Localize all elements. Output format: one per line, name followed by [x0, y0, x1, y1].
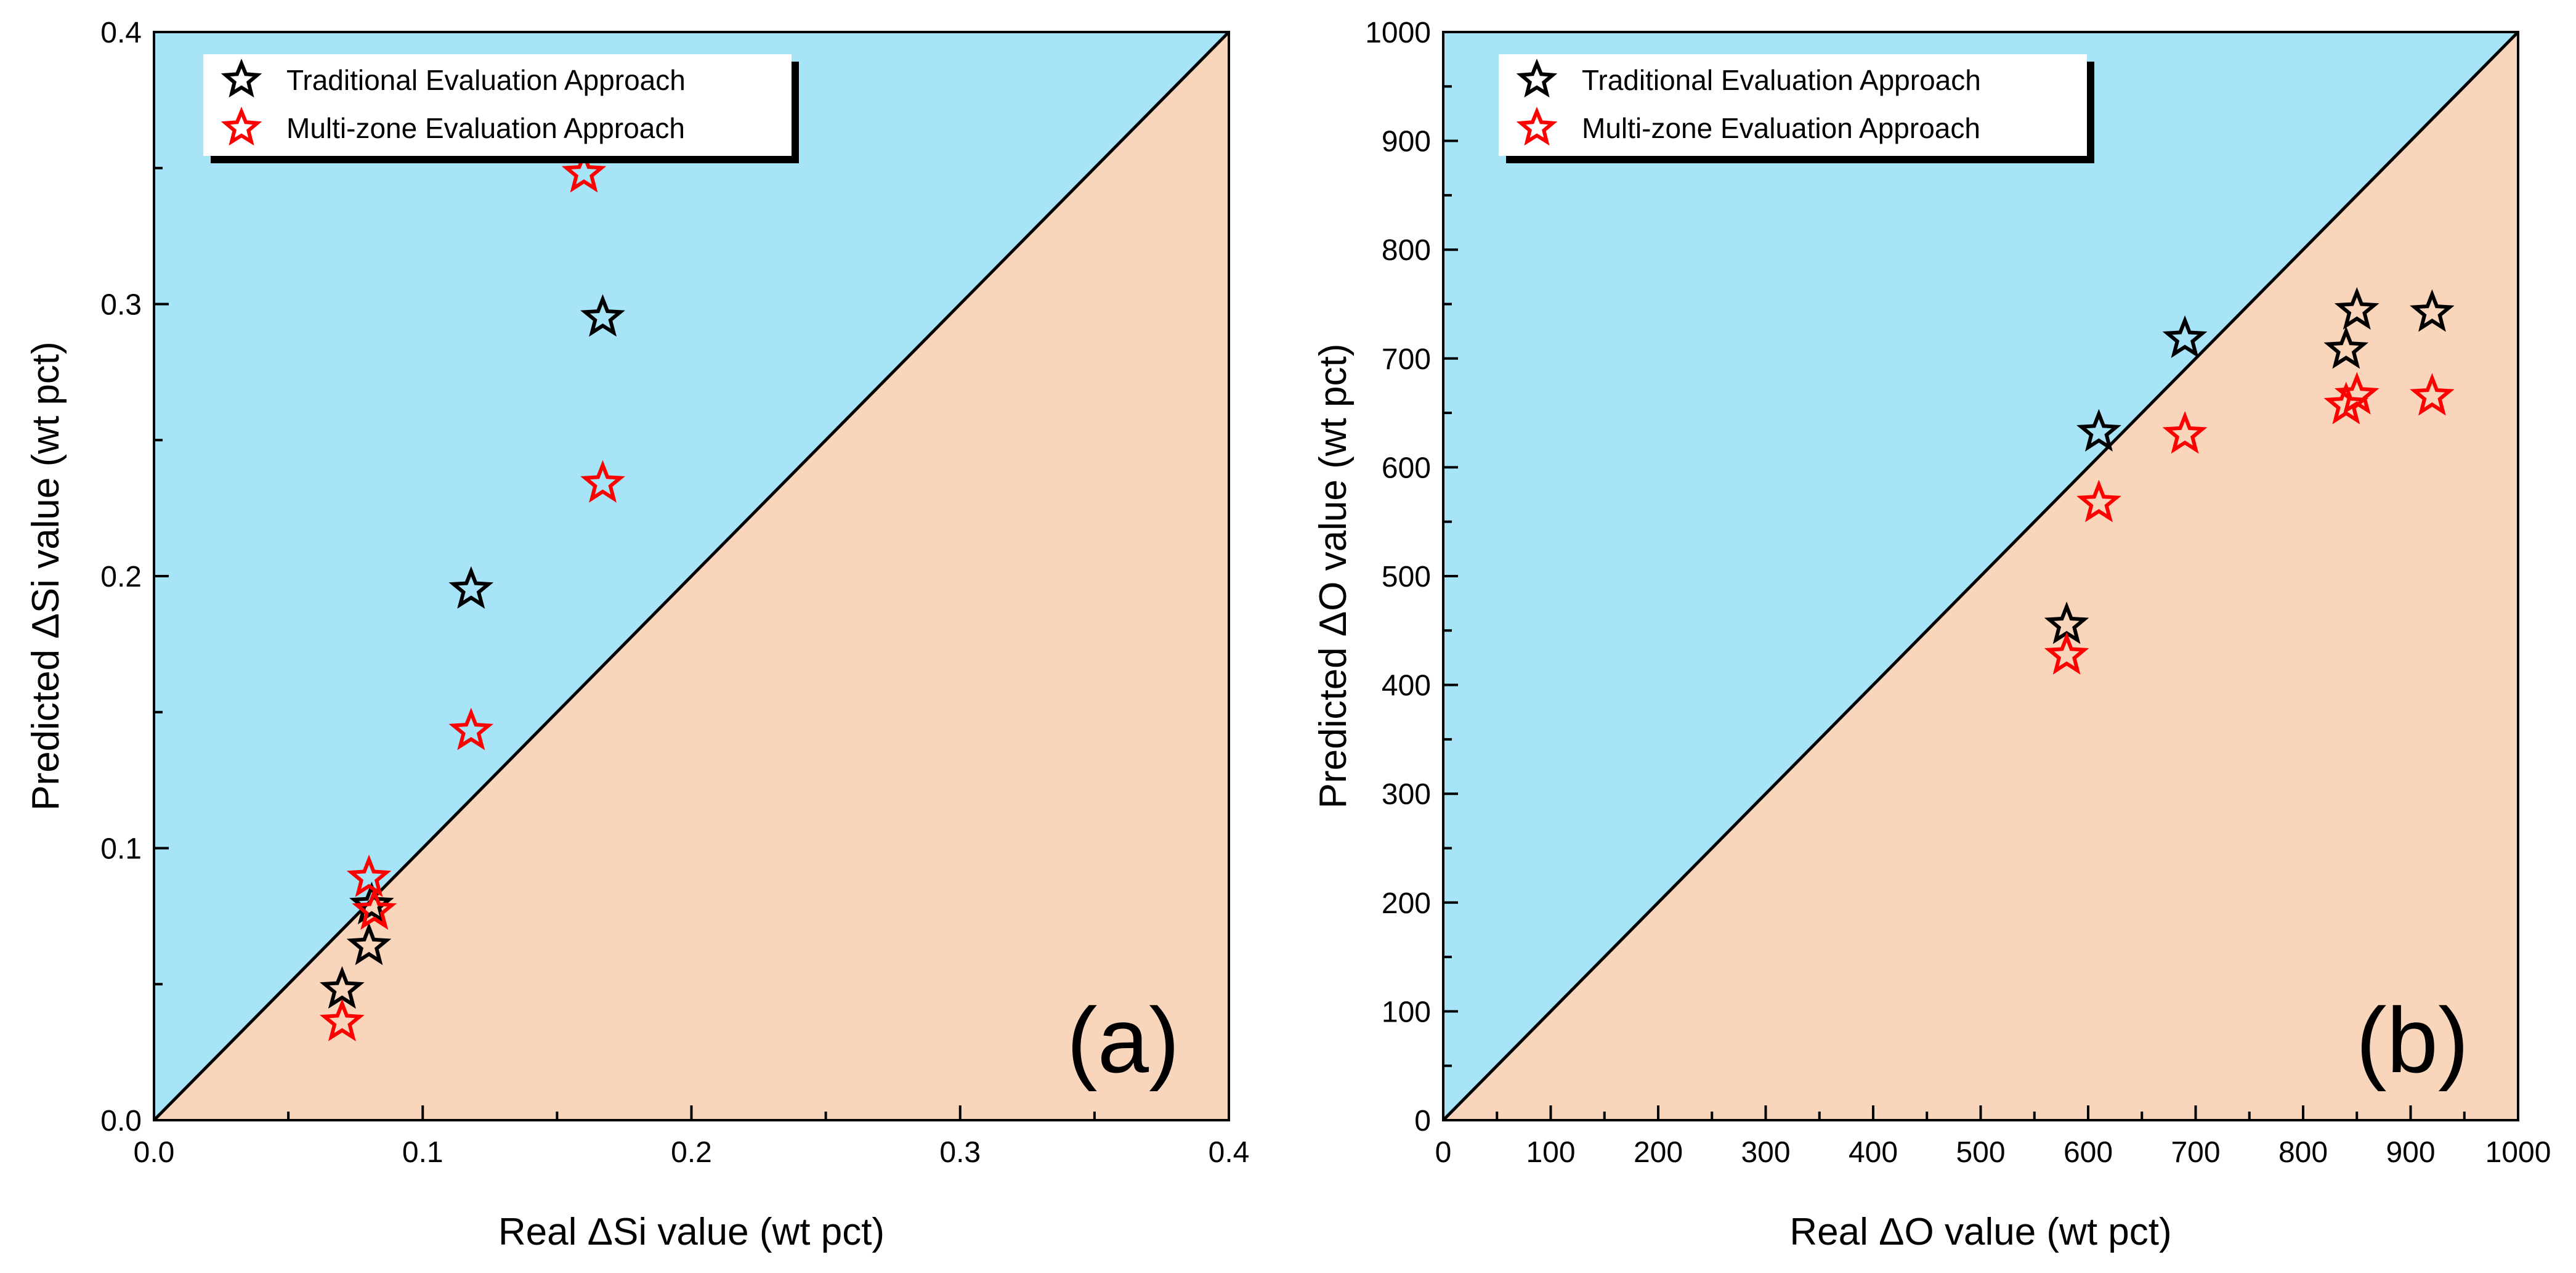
panel-b-series-2-point [2410, 373, 2455, 416]
panel-a-legend-box [203, 54, 792, 156]
panel-b-series-2-point [2076, 479, 2121, 523]
panel-a-legend-marker-2 [221, 107, 262, 146]
panel-a-legend-label-2: Multi-zone Evaluation Approach [286, 112, 685, 144]
panel-b-x-tick-label: 200 [1634, 1136, 1683, 1169]
panel-b-panel-label: (b) [2356, 988, 2469, 1092]
panel-b-x-tick-label: 300 [1741, 1136, 1790, 1169]
panel-b-y-tick-label: 200 [1382, 887, 1431, 920]
panel-b-legend-marker-2 [1516, 107, 1558, 146]
panel-b-y-tick-label: 0 [1414, 1105, 1431, 1137]
panel-a-y-tick-label: 0.2 [100, 561, 142, 593]
panel-b-series-2-point [2323, 381, 2369, 425]
panel-a-series-2-point [352, 887, 397, 930]
panel-a-series-2-point [580, 460, 625, 503]
panel-b-series-2-point [2162, 411, 2208, 454]
panel-a-series-1-point [349, 881, 394, 925]
panel-b-series-2-point [2044, 632, 2089, 675]
panel-b-series-1-point [2410, 289, 2455, 332]
panel-b-series-1-point [2162, 315, 2208, 358]
panel-a-series-2-point [346, 854, 392, 897]
panel-b-y-tick-label: 700 [1382, 343, 1431, 376]
panel-a-panel-label: (a) [1067, 988, 1180, 1092]
panel-a-y-axis-title: Predicted ΔSi value (wt pct) [25, 341, 67, 811]
panel-a-legend-marker-1 [221, 59, 262, 98]
panel-a-x-tick-label: 0.0 [134, 1136, 175, 1169]
panel-b-y-axis-title: Predicted ΔO value (wt pct) [1312, 344, 1355, 809]
panel-a-series-2-point [448, 707, 494, 750]
panel-a-diagonal-line [153, 31, 1230, 1121]
panel-b-x-tick-label: 100 [1526, 1136, 1575, 1169]
panel-b-y-tick-label: 900 [1382, 126, 1431, 158]
panel-b-y-tick-label: 400 [1382, 670, 1431, 702]
panel-b-x-tick-label: 900 [2386, 1136, 2435, 1169]
panel-b-x-axis-title: Real ΔO value (wt pct) [1789, 1211, 2171, 1253]
panel-b-series-1-point [2323, 326, 2369, 369]
panel-a-series-2-point [561, 150, 607, 193]
panel-b-x-tick-label: 600 [2064, 1136, 2113, 1169]
panel-a-series-1-point [580, 294, 625, 337]
panel-a-x-tick-label: 0.3 [939, 1136, 981, 1169]
panel-a-x-tick-label: 0.2 [671, 1136, 712, 1169]
panel-a-x-axis-title: Real ΔSi value (wt pct) [498, 1211, 885, 1253]
panel-a-series-1-point [448, 566, 494, 609]
panel-a-series-1-point [346, 922, 392, 966]
panel-a-y-tick-label: 0.1 [100, 833, 142, 866]
panel-b-y-tick-label: 300 [1382, 778, 1431, 811]
panel-b-series-2-point [2334, 372, 2380, 415]
panel-b-y-tick-label: 1000 [1365, 17, 1431, 49]
panel-b-legend-box [1499, 54, 2087, 156]
panel-a-x-tick-label: 0.1 [402, 1136, 444, 1169]
panel-b-x-tick-label: 800 [2278, 1136, 2328, 1169]
panel-a-series-1-point [319, 966, 365, 1009]
panel-b-chart: 0 100 200 300 400 500 600 700 800 900 1000 0 100 200 3… [1312, 17, 2551, 1253]
panel-a-y-tick-label: 0.0 [100, 1105, 142, 1137]
panel-b-x-tick-label: 1000 [2485, 1136, 2551, 1169]
panel-b-x-tick-label: 0 [1435, 1136, 1452, 1169]
panel-b-diagonal-line [1442, 31, 2519, 1121]
panel-a-legend-label-1: Traditional Evaluation Approach [286, 64, 686, 96]
panel-b-series-1-point [2076, 409, 2121, 452]
panel-b-y-tick-label: 800 [1382, 234, 1431, 267]
panel-a-chart: 0.0 0.1 0.2 0.3 0.4 0.0 0.1 0.2 0.3 0.4 Real ΔSi v… [25, 17, 1249, 1253]
panel-b-legend-label-1: Traditional Evaluation Approach [1582, 64, 1981, 96]
panel-b-legend-marker-1 [1516, 59, 1558, 98]
panel-a-y-tick-label: 0.4 [100, 17, 142, 49]
panel-a-series-2-point [320, 998, 365, 1041]
panel-b-x-tick-label: 500 [1956, 1136, 2005, 1169]
panel-b-y-tick-label: 600 [1382, 452, 1431, 484]
panel-a-x-tick-label: 0.4 [1209, 1136, 1250, 1169]
panel-b-y-tick-label: 100 [1382, 996, 1431, 1028]
panel-a-y-tick-label: 0.3 [100, 289, 142, 322]
panel-b-legend-label-2: Multi-zone Evaluation Approach [1582, 112, 1980, 144]
panel-b-x-tick-label: 700 [2171, 1136, 2220, 1169]
panel-b-x-tick-label: 400 [1849, 1136, 1898, 1169]
panel-b-series-1-point [2334, 287, 2380, 330]
panel-b-y-tick-label: 500 [1382, 561, 1431, 593]
